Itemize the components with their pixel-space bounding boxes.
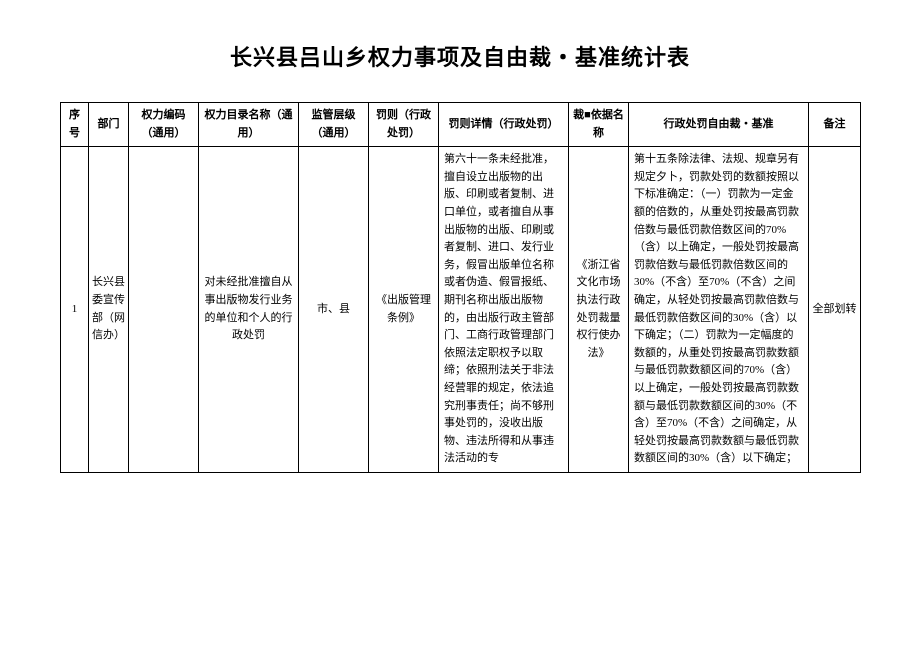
header-name: 权力目录名称（通用） xyxy=(199,103,299,147)
header-code: 权力编码（通用） xyxy=(129,103,199,147)
header-standard: 行政处罚自由裁・基准 xyxy=(629,103,809,147)
cell-penalty: 《出版管理条例》 xyxy=(369,147,439,473)
header-detail: 罚则详情（行政处罚） xyxy=(439,103,569,147)
cell-name: 对未经批准擅自从事出版物发行业务的单位和个人的行政处罚 xyxy=(199,147,299,473)
header-seq: 序号 xyxy=(61,103,89,147)
cell-standard: 第十五条除法律、法规、规章另有规定夕卜，罚款处罚的数额按照以下标准确定：（一）罚… xyxy=(629,147,809,473)
header-basis: 裁■依据名称 xyxy=(569,103,629,147)
cell-seq: 1 xyxy=(61,147,89,473)
cell-dept: 长兴县委宣传部（网信办） xyxy=(89,147,129,473)
authority-table: 序号 部门 权力编码（通用） 权力目录名称（通用） 监管层级（通用） 罚则（行政… xyxy=(60,102,861,473)
header-penalty: 罚则（行政处罚） xyxy=(369,103,439,147)
cell-detail: 第六十一条未经批准，擅自设立出版物的出版、印刷或者复制、进口单位，或者擅自从事出… xyxy=(439,147,569,473)
cell-level: 市、县 xyxy=(299,147,369,473)
page-title: 长兴县吕山乡权力事项及自由裁・基准统计表 xyxy=(60,40,860,72)
header-level: 监管层级（通用） xyxy=(299,103,369,147)
header-remark: 备注 xyxy=(809,103,861,147)
cell-basis: 《浙江省文化市场执法行政处罚裁量权行使办法》 xyxy=(569,147,629,473)
cell-code xyxy=(129,147,199,473)
header-dept: 部门 xyxy=(89,103,129,147)
cell-remark: 全部划转 xyxy=(809,147,861,473)
table-header-row: 序号 部门 权力编码（通用） 权力目录名称（通用） 监管层级（通用） 罚则（行政… xyxy=(61,103,861,147)
table-row: 1 长兴县委宣传部（网信办） 对未经批准擅自从事出版物发行业务的单位和个人的行政… xyxy=(61,147,861,473)
